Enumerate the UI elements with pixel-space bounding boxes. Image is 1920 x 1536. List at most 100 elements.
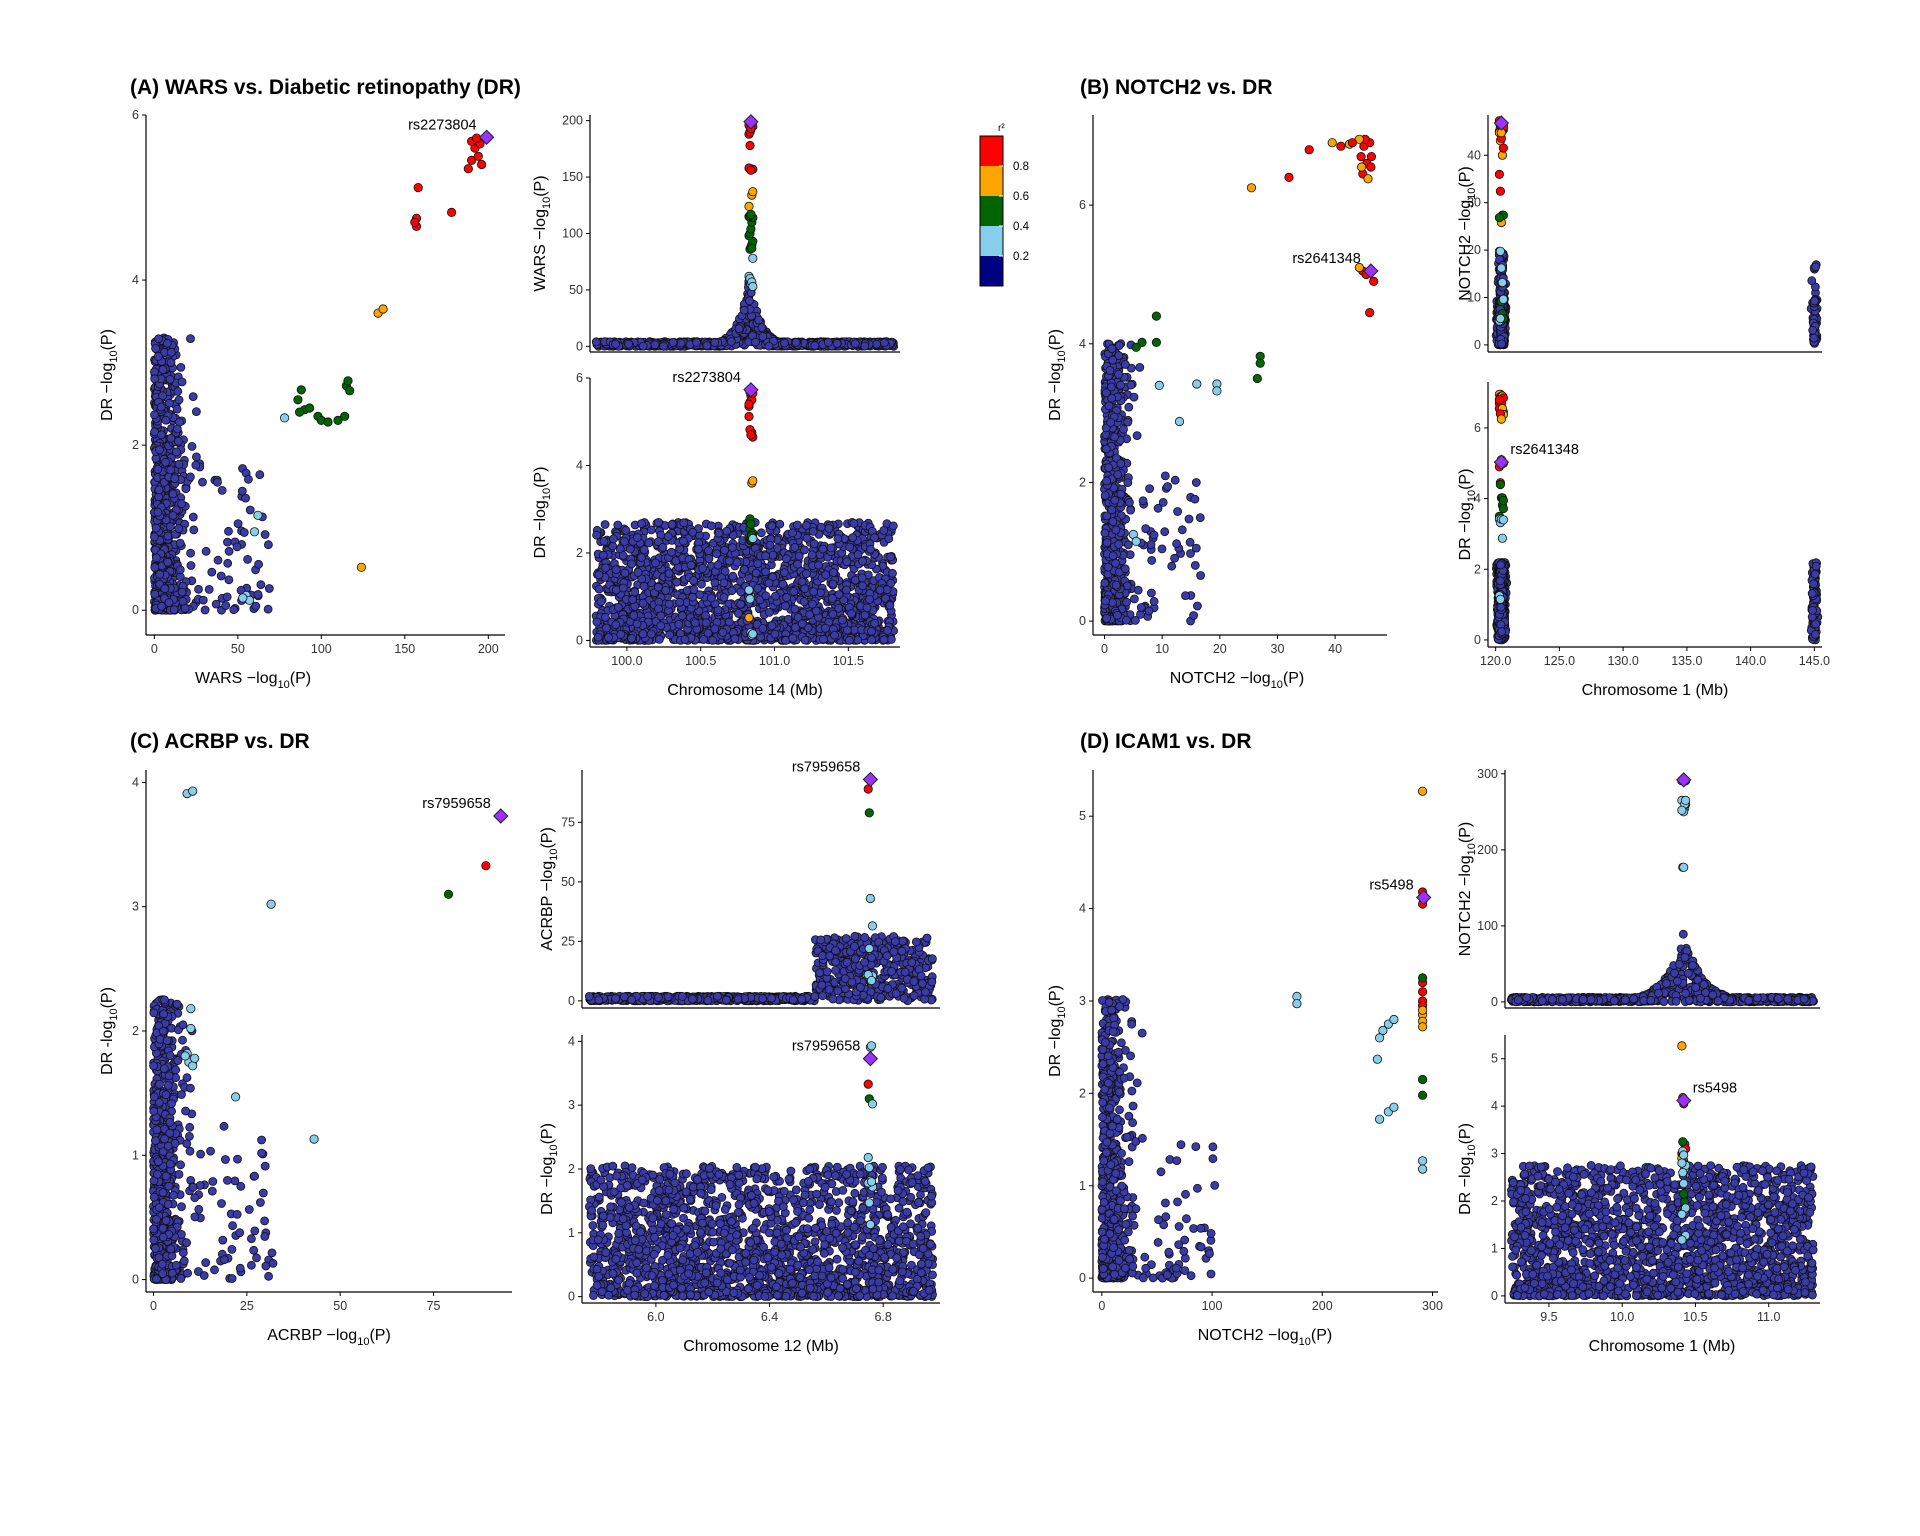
background-point (873, 340, 881, 348)
background-point (622, 526, 630, 534)
background-point (851, 340, 859, 348)
background-point (175, 396, 183, 404)
background-point (678, 612, 686, 620)
background-point (1117, 490, 1125, 498)
background-point (792, 338, 800, 346)
background-point (698, 580, 706, 588)
background-point (169, 490, 177, 498)
background-point (246, 506, 254, 514)
background-point (208, 568, 216, 576)
background-point (848, 610, 856, 618)
background-point (789, 529, 797, 537)
background-point (725, 557, 733, 565)
background-point (861, 611, 869, 619)
background-point (155, 486, 163, 494)
background-point (740, 566, 748, 574)
background-point (1130, 393, 1138, 401)
ld-point (324, 418, 332, 426)
background-point (639, 342, 647, 350)
background-point (639, 599, 647, 607)
ld-point (357, 563, 365, 571)
background-point (828, 594, 836, 602)
background-point (628, 560, 636, 568)
background-point (254, 590, 262, 598)
x-tick-label: 101.5 (833, 654, 864, 668)
background-point (257, 581, 265, 589)
background-point (1112, 526, 1120, 534)
background-point (605, 634, 613, 642)
background-point (809, 527, 817, 535)
ld-point (1256, 359, 1264, 367)
background-point (165, 399, 173, 407)
panel-A-scatter: 02460 50 100 150 200WARS −log10(P)DR −log10(… (99, 108, 505, 691)
background-point (1117, 381, 1125, 389)
background-point (654, 583, 662, 591)
background-point (1191, 495, 1199, 503)
background-point (189, 393, 197, 401)
background-point (159, 366, 167, 374)
background-point (625, 340, 633, 348)
background-point (264, 605, 272, 613)
background-point (151, 590, 159, 598)
background-point (166, 375, 174, 383)
background-point (1103, 539, 1111, 547)
background-point (880, 636, 888, 644)
background-point (707, 594, 715, 602)
y-tick-label: 2 (576, 546, 583, 560)
background-point (158, 602, 166, 610)
background-point (638, 520, 646, 528)
background-point (833, 340, 841, 348)
background-point (676, 598, 684, 606)
background-point (202, 547, 210, 555)
background-point (175, 525, 183, 533)
y-tick-label: 0 (1079, 614, 1086, 628)
ld-point (747, 520, 755, 528)
y-tick-label: 0 (576, 633, 583, 647)
background-point (151, 563, 159, 571)
background-point (1168, 562, 1176, 570)
background-point (790, 588, 798, 596)
background-point (702, 612, 710, 620)
background-point (765, 579, 773, 587)
background-point (167, 434, 175, 442)
y-axis-label: WARS −log10(P) (532, 175, 553, 291)
ld-point (749, 630, 757, 638)
background-point (669, 338, 677, 346)
background-point (612, 621, 620, 629)
x-tick-label: 100 (311, 642, 332, 656)
x-tick-label: 200 (478, 642, 499, 656)
background-point (854, 551, 862, 559)
x-tick-label: 100.5 (685, 654, 716, 668)
panel-A-bottom: 0246100.0 100.5 101.0 101.5Chromosome 14 (M… (532, 370, 900, 699)
background-point (867, 627, 875, 635)
x-tick-label: 101.0 (759, 654, 790, 668)
background-point (1148, 556, 1156, 564)
background-point (181, 604, 189, 612)
background-point (1109, 552, 1117, 560)
ld-point (1357, 152, 1365, 160)
background-point (889, 522, 897, 530)
background-point (619, 552, 627, 560)
background-point (780, 569, 788, 577)
background-point (187, 562, 195, 570)
ld-point (1364, 175, 1372, 183)
ld-point (294, 396, 302, 404)
background-point (693, 338, 701, 346)
background-point (719, 628, 727, 636)
background-point (714, 561, 722, 569)
background-point (690, 577, 698, 585)
background-point (1115, 370, 1123, 378)
background-point (1106, 366, 1114, 374)
ld-point (1305, 146, 1313, 154)
background-point (634, 568, 642, 576)
ld-point (346, 387, 354, 395)
background-point (155, 446, 163, 454)
background-point (640, 582, 648, 590)
panel-A-title: (A) WARS vs. Diabetic retinopathy (DR) (130, 76, 521, 99)
background-point (614, 521, 622, 529)
background-point (637, 554, 645, 562)
background-point (704, 629, 712, 637)
background-point (755, 316, 763, 324)
background-point (1124, 479, 1132, 487)
ld-point (477, 160, 485, 168)
